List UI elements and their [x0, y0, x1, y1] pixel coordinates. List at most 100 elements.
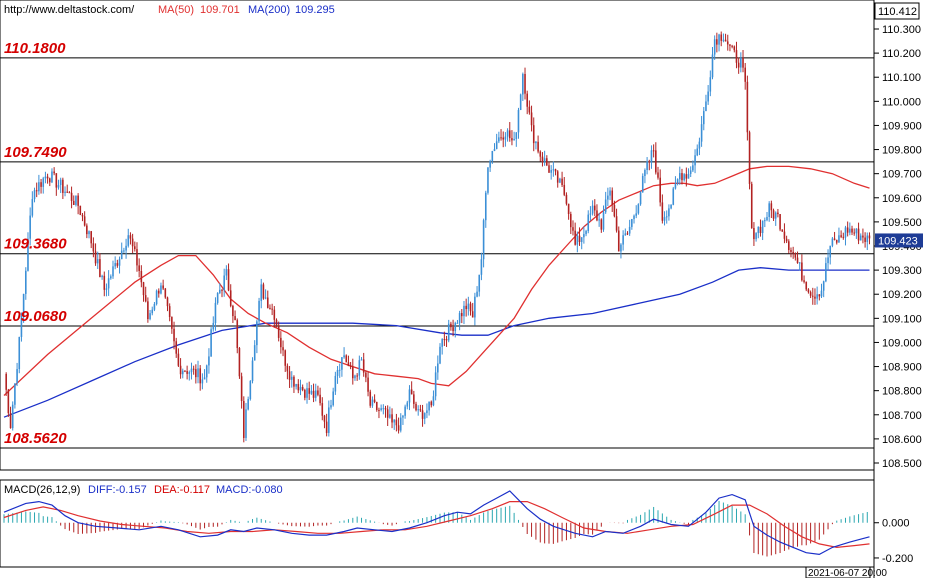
candle-body — [103, 275, 106, 290]
candle-body — [607, 195, 609, 200]
candle-body — [713, 39, 716, 55]
candle-body — [788, 241, 790, 251]
candle-body — [517, 109, 520, 133]
candle-body — [674, 183, 677, 189]
candle-body — [567, 203, 570, 215]
candle-body — [399, 417, 402, 431]
candle-body — [655, 150, 657, 173]
candle-body — [437, 363, 439, 373]
candle-body — [251, 360, 254, 382]
candle-body — [663, 217, 666, 221]
candle-body — [796, 257, 799, 264]
candle-body — [711, 54, 714, 78]
candle-body — [107, 278, 110, 289]
macd-lines — [3, 490, 870, 556]
time-box — [805, 566, 871, 578]
candle-body — [570, 214, 572, 228]
candle-body — [362, 359, 365, 373]
candle-body — [657, 172, 659, 178]
level-lines — [0, 57, 874, 449]
candle-body — [164, 288, 167, 298]
candle-body — [528, 106, 531, 113]
candle-body — [833, 238, 836, 240]
ma50-label: MA(50) — [158, 4, 194, 16]
candle-body — [469, 303, 472, 312]
time-label: 2021-06-07 20:00 — [808, 568, 887, 578]
candle-body — [471, 311, 474, 318]
candle-body — [184, 370, 186, 372]
candle-body — [319, 394, 321, 404]
candle-body — [439, 346, 441, 364]
candle-body — [11, 404, 14, 429]
candle-body — [219, 289, 221, 293]
candle-body — [578, 235, 581, 243]
candle-body — [465, 305, 467, 310]
candle-body — [489, 161, 491, 168]
candle-body — [814, 296, 816, 299]
candle-body — [718, 34, 720, 45]
candle-body — [389, 414, 391, 418]
candle-body — [173, 328, 175, 342]
candle-body — [652, 150, 655, 152]
candle-body — [827, 257, 829, 264]
price-tick-label: 109.500 — [882, 217, 922, 229]
candle-body — [286, 365, 289, 372]
candle-body — [635, 213, 637, 216]
candle-body — [29, 215, 31, 239]
candle-body — [397, 425, 400, 431]
candle-body — [628, 226, 631, 234]
candle-body — [535, 141, 537, 144]
candle-body — [508, 130, 511, 139]
candle-body — [406, 402, 409, 407]
candle-body — [692, 165, 694, 171]
candle-body — [600, 219, 603, 230]
candle-body — [689, 170, 692, 174]
candle-body — [709, 77, 712, 92]
candle-body — [269, 307, 271, 309]
candle-body — [792, 251, 794, 254]
candle-body — [90, 231, 92, 244]
candle-body — [280, 337, 282, 348]
candle-body — [195, 369, 197, 378]
candle-body — [644, 169, 646, 176]
candle-body — [112, 266, 114, 277]
candle-body — [478, 274, 481, 292]
candle-body — [722, 39, 725, 41]
candle-body — [820, 290, 823, 297]
candle-body — [264, 297, 267, 299]
candle-body — [779, 214, 781, 230]
macd-histogram — [3, 500, 868, 557]
candle-body — [147, 301, 149, 320]
candle-body — [615, 216, 618, 231]
candle-body — [676, 179, 679, 184]
candle-body — [774, 212, 777, 219]
ma200-label: MA(200) — [248, 4, 290, 16]
candle-body — [321, 403, 324, 416]
candle-body — [770, 203, 773, 211]
candle-body — [273, 309, 276, 320]
candle-body — [144, 295, 147, 302]
candle-body — [14, 383, 16, 405]
ma50-line — [3, 165, 870, 396]
candle-body — [415, 403, 417, 411]
candle-body — [225, 269, 228, 276]
price-tick-label: 109.900 — [882, 120, 922, 132]
candle-body — [64, 191, 66, 193]
candle-body — [461, 313, 463, 317]
candle-body — [243, 400, 245, 438]
candle-body — [681, 173, 683, 181]
candle-body — [445, 339, 448, 341]
candle-body — [740, 57, 742, 68]
candle-body — [522, 73, 524, 95]
candle-body — [731, 45, 733, 47]
candle-body — [759, 226, 762, 234]
candle-body — [593, 205, 596, 211]
candle-body — [356, 375, 358, 377]
candle-body — [310, 390, 313, 394]
macd-tick-label: -0.200 — [882, 553, 913, 565]
candle-body — [157, 290, 160, 294]
candle-body — [835, 239, 838, 243]
candle-body — [639, 192, 642, 205]
candle-body — [428, 401, 430, 411]
